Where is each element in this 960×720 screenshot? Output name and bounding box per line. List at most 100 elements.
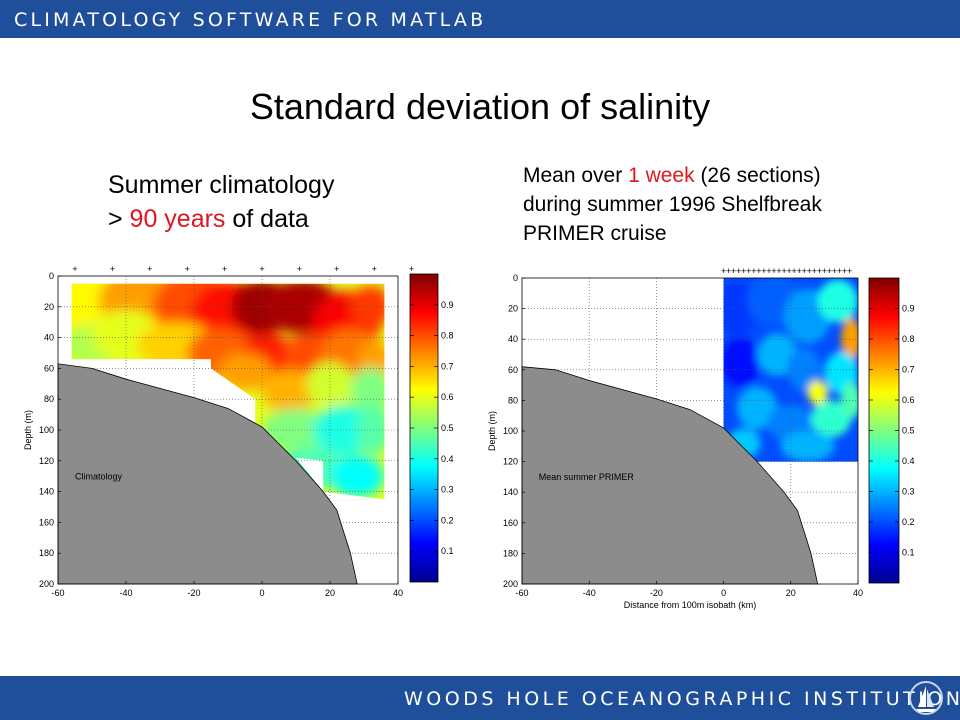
station-marker: +	[792, 266, 797, 276]
data-blob	[757, 333, 798, 376]
station-marker: +	[802, 266, 807, 276]
station-marker: +	[766, 266, 771, 276]
caption-right-suffix: (26 sections)	[694, 164, 821, 187]
station-marker: +	[776, 266, 781, 276]
colorbar-tick-label: 0.8	[902, 334, 915, 344]
y-tick-label: 40	[508, 334, 518, 344]
x-tick-label: 0	[721, 588, 726, 598]
colorbar-tick-label: 0.3	[902, 487, 915, 497]
caption-right-line2: during summer 1996 Shelfbreak	[523, 193, 822, 216]
chart-annotation: Mean summer PRIMER	[539, 472, 635, 482]
chart-primer: Mean summer PRIMER+ + + + + + + + + + + + + + + + + + + + + +…	[487, 266, 915, 610]
colorbar-tick-label: 0.9	[902, 304, 915, 314]
station-marker: +	[726, 266, 731, 276]
data-gap	[296, 457, 324, 492]
station-marker: +	[812, 266, 817, 276]
x-tick-label: -60	[515, 588, 528, 598]
station-marker: +	[259, 264, 264, 274]
station-marker: +	[807, 266, 812, 276]
caption-left-suffix: of data	[225, 205, 309, 233]
station-marker: +	[334, 264, 339, 274]
y-axis-label: Depth (m)	[487, 411, 497, 451]
station-marker: +	[847, 266, 852, 276]
data-blob	[807, 380, 828, 405]
x-axis-label: Distance from 100m isobath (km)	[624, 600, 757, 610]
station-marker: +	[827, 266, 832, 276]
y-tick-label: 0	[49, 271, 54, 281]
chart-climatology: Climatology + + + + + + + + + + -60 -40 -20 0 20 40 0 20 40…	[23, 264, 454, 598]
station-marker: +	[797, 266, 802, 276]
y-tick-label: 80	[508, 395, 518, 405]
data-blob	[350, 366, 385, 417]
station-marker: +	[72, 264, 77, 274]
station-marker: +	[736, 266, 741, 276]
seafloor	[57, 363, 358, 585]
colorbar-tick-label: 0.6	[441, 392, 454, 402]
y-tick-label: 20	[44, 302, 54, 312]
y-tick-label: 160	[39, 517, 54, 527]
station-marker: +	[731, 266, 736, 276]
station-marker: +	[110, 264, 115, 274]
y-tick-label: 60	[508, 365, 518, 375]
y-tick-label: 0	[513, 273, 518, 283]
data-field-blobs	[723, 278, 858, 462]
colorbar-tick-label: 0.2	[441, 515, 454, 525]
station-marker: +	[222, 264, 227, 274]
station-marker: +	[822, 266, 827, 276]
y-tick-label: 120	[503, 457, 518, 467]
caption-left-line1: Summer climatology	[108, 171, 335, 199]
colorbar-tick-label: 0.7	[441, 361, 454, 371]
y-tick-label: 180	[39, 548, 54, 558]
y-tick-label: 80	[44, 394, 54, 404]
y-tick-label: 180	[503, 548, 518, 558]
caption-left-prefix: >	[108, 205, 130, 233]
footer-institution: WOODS HOLE OCEANOGRAPHIC INSTITUTION	[404, 688, 960, 710]
data-blob	[817, 279, 858, 323]
caption-right-line3: PRIMER cruise	[523, 222, 667, 245]
header-title: CLIMATOLOGY SOFTWARE FOR MATLAB	[14, 9, 487, 31]
data-field	[723, 278, 858, 462]
y-tick-label: 100	[503, 426, 518, 436]
x-tick-label: 40	[393, 588, 403, 598]
station-marker: +	[741, 266, 746, 276]
x-tick-label: 20	[325, 588, 335, 598]
slide-title: Standard deviation of salinity	[249, 86, 711, 127]
colorbar-tick-label: 0.3	[441, 485, 454, 495]
colorbar-tick-label: 0.8	[441, 331, 454, 341]
y-tick-label: 60	[44, 363, 54, 373]
station-marker: +	[756, 266, 761, 276]
whoi-sailboat-logo-icon	[909, 681, 943, 715]
y-tick-label: 20	[508, 304, 518, 314]
colorbar-tick-label: 0.2	[902, 517, 915, 527]
colorbar-tick-label: 0.5	[441, 423, 454, 433]
station-marker: +	[771, 266, 776, 276]
station-marker: +	[372, 264, 377, 274]
caption-right-highlight: 1 week	[628, 164, 695, 187]
x-tick-label: -20	[187, 588, 200, 598]
y-tick-label: 100	[39, 425, 54, 435]
colorbar-tick-label: 0.6	[902, 395, 915, 405]
colorbar-tick-label: 0.4	[441, 454, 454, 464]
caption-left-highlight: 90 years	[129, 205, 226, 233]
station-marker: +	[786, 266, 791, 276]
station-marker: +	[832, 266, 837, 276]
station-marker: +	[147, 264, 152, 274]
data-field-blobs	[71, 283, 385, 498]
y-tick-label: 160	[503, 518, 518, 528]
colorbar-tick-label: 0.7	[902, 365, 915, 375]
data-blob	[737, 386, 778, 430]
station-marker: +	[837, 266, 842, 276]
top-banner: CLIMATOLOGY SOFTWARE FOR MATLAB	[0, 0, 960, 38]
x-tick-label: -60	[51, 588, 64, 598]
colorbar-tick-label: 0.4	[902, 456, 915, 466]
x-tick-label: 20	[786, 588, 796, 598]
station-marker: +	[721, 266, 726, 276]
station-marker: +	[409, 264, 414, 274]
x-tick-label: 40	[853, 588, 863, 598]
colorbar-tick-label: 0.1	[902, 548, 915, 558]
colorbar-tick-label: 0.9	[441, 300, 454, 310]
station-marker: +	[761, 266, 766, 276]
station-marker: +	[185, 264, 190, 274]
data-blob	[780, 431, 835, 462]
